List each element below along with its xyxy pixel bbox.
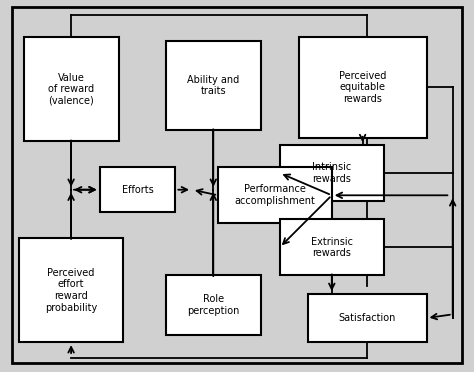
Text: Role
perception: Role perception <box>187 294 239 316</box>
FancyBboxPatch shape <box>308 294 427 342</box>
Text: Satisfaction: Satisfaction <box>338 313 396 323</box>
FancyBboxPatch shape <box>24 37 119 141</box>
Text: Perceived
effort
reward
probability: Perceived effort reward probability <box>45 268 97 312</box>
FancyBboxPatch shape <box>280 219 384 275</box>
FancyBboxPatch shape <box>19 238 123 342</box>
FancyBboxPatch shape <box>166 275 261 335</box>
Text: Ability and
traits: Ability and traits <box>187 75 239 96</box>
Text: Perceived
equitable
rewards: Perceived equitable rewards <box>339 71 386 104</box>
Text: Performance
accomplishment: Performance accomplishment <box>235 185 315 206</box>
FancyBboxPatch shape <box>100 167 175 212</box>
FancyBboxPatch shape <box>12 7 462 363</box>
FancyBboxPatch shape <box>280 145 384 201</box>
Text: Efforts: Efforts <box>122 185 153 195</box>
FancyBboxPatch shape <box>166 41 261 130</box>
Text: Extrinsic
rewards: Extrinsic rewards <box>311 237 353 258</box>
FancyBboxPatch shape <box>299 37 427 138</box>
Text: Intrinsic
rewards: Intrinsic rewards <box>312 162 351 184</box>
Text: Value
of reward
(valence): Value of reward (valence) <box>48 73 94 106</box>
FancyBboxPatch shape <box>218 167 332 223</box>
